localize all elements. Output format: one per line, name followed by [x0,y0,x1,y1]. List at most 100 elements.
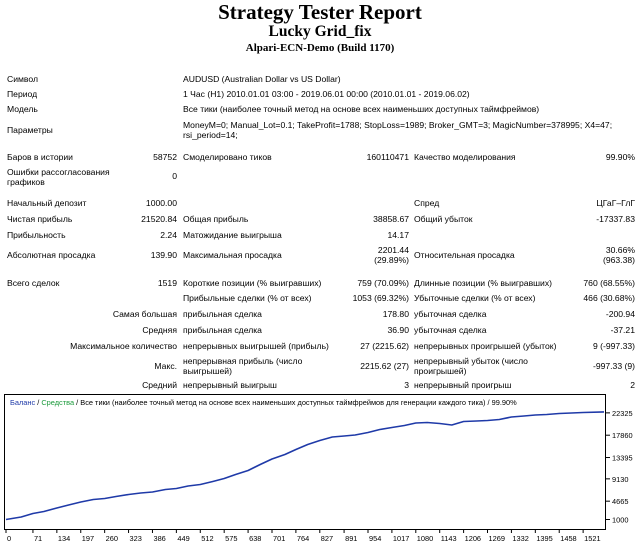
profit-factor-label: Прибыльность [7,230,66,240]
average-consecutive-label: Средний [142,380,177,390]
params-value: MoneyM=0; Manual_Lot=0.1; TakeProfit=178… [183,120,613,140]
max-consecutive-wins-label: непрерывных выигрышей (прибыль) [183,341,329,351]
largest-loss-value: -200.94 [605,309,635,319]
x-tick-label: 1332 [512,534,528,543]
net-profit-label: Чистая прибыль [7,214,73,224]
chart-legend: Баланс / Средства / Все тики (наиболее т… [10,398,517,407]
largest-profit-value: 178.80 [382,309,409,319]
deposit-value: 1000.00 [145,198,177,208]
legend-description: Все тики (наиболее точный метод на основ… [80,398,486,407]
max-drawdown-label: Максимальная просадка [183,250,282,260]
max-consecutive-loss-value: -997.33 (9) [592,361,635,371]
legend-equity: Средства [41,398,75,407]
x-tick-label: 1206 [465,534,481,543]
max-consecutive-losses-label: непрерывных проигрышей (убыток) [414,341,557,351]
average-consecutive-wins-label: непрерывный выигрыш [183,380,277,390]
average-consecutive-wins-value: 3 [404,380,409,390]
bars-label: Баров в истории [7,152,73,162]
long-positions-label: Длинные позиции (% выигравших) [414,278,553,288]
max-count-label: Максимальное количество [70,341,177,351]
largest-profit-label: прибыльная сделка [183,309,262,319]
x-tick-label: 386 [153,534,165,543]
expected-payoff-label: Матожидание выигрыша [183,230,282,240]
x-tick-label: 1395 [536,534,552,543]
loss-trades-value: 466 (30.68%) [583,293,635,303]
x-tick-label: 638 [249,534,261,543]
x-tick-label: 1458 [560,534,576,543]
max-consecutive-profit-label: непрерывная прибыль (число выигрышей) [183,356,303,376]
balance-chart: 1000 4665 9130 13395 17860 22325 0 71 134 197 260… [4,394,633,543]
x-tick-label: 449 [177,534,189,543]
max-consecutive-wins-value: 27 (2215.62) [360,341,409,351]
x-tick-label: 197 [82,534,94,543]
x-tick-label: 134 [58,534,70,543]
balance-series-line [5,411,605,521]
y-tick-label: 1000 [612,516,628,525]
spread-label: Спред [414,198,440,208]
quality-value: 99.90% [605,152,635,162]
errors-value: 0 [172,171,177,181]
x-tick-label: 827 [321,534,333,543]
average-label: Средняя [142,325,177,335]
profit-trades-value: 1053 (69.32%) [352,293,409,303]
symbol-value: AUDUSD (Australian Dollar vs US Dollar) [183,74,341,84]
y-tick-label: 4665 [612,497,628,506]
profit-trades-label: Прибыльные сделки (% от всех) [183,293,312,303]
y-tick-label: 9130 [612,475,628,484]
ticks-value: 160110471 [366,152,409,162]
gross-profit-value: 38858.67 [373,214,409,224]
bars-value: 58752 [153,152,177,162]
max-consecutive-losses-value: 9 (-997.33) [592,341,635,351]
average-loss-value: -37.21 [610,325,635,335]
model-value: Все тики (наиболее точный метод на основ… [183,104,540,114]
symbol-label: Символ [7,74,38,84]
abs-drawdown-value: 139.90 [150,250,177,260]
profit-factor-value: 2.24 [160,230,177,240]
long-positions-value: 760 (68.55%) [583,278,635,288]
average-loss-label: убыточная сделка [414,325,487,335]
deposit-label: Начальный депозит [7,198,87,208]
largest-label: Самая большая [112,309,177,319]
y-tick-label: 13395 [612,454,633,463]
x-tick-label: 71 [34,534,42,543]
x-tick-label: 1017 [393,534,409,543]
x-tick-label: 575 [225,534,237,543]
rel-drawdown-value: 30.66% [605,245,635,255]
y-tick-label: 17860 [612,431,633,440]
largest-loss-label: убыточная сделка [414,309,487,319]
x-tick-label: 954 [369,534,381,543]
plot-frame [4,394,606,530]
params-label: Параметры [7,125,53,135]
average-consecutive-losses-label: непрерывный проигрыш [414,380,512,390]
x-tick-label: 1080 [417,534,433,543]
total-trades-label: Всего сделок [7,278,60,288]
x-tick-label: 323 [130,534,142,543]
rel-drawdown-label: Относительная просадка [414,250,515,260]
max-consecutive-profit-value: 2215.62 (27) [360,361,409,371]
expert-name: Lucky Grid_fix [268,23,372,40]
loss-trades-label: Убыточные сделки (% от всех) [414,293,536,303]
x-tick-label: 260 [106,534,118,543]
model-label: Модель [7,104,38,114]
max-consecutive-loss-label: непрерывный убыток (число проигрышей) [414,356,528,376]
spread-value: ЦГаГ–ГлГ [596,198,635,208]
abs-drawdown-label: Абсолютная просадка [7,250,96,260]
average-profit-value: 36.90 [387,325,409,335]
y-tick-label: 22325 [612,409,633,418]
report-title: Strategy Tester Report [218,0,422,24]
x-tick-label: 891 [345,534,357,543]
x-tick-label: 0 [7,534,11,543]
total-trades-value: 1519 [157,278,177,288]
average-consecutive-losses-value: 2 [630,380,635,390]
gross-loss-label: Общий убыток [414,214,473,224]
legend-balance: Баланс [10,398,36,407]
max-drawdown-percent: (29.89%) [374,255,409,265]
quality-label: Качество моделирования [414,152,516,162]
net-profit-value: 21520.84 [141,214,177,224]
short-positions-value: 759 (70.09%) [357,278,409,288]
x-tick-label: 512 [201,534,213,543]
average-profit-label: прибыльная сделка [183,325,262,335]
x-tick-label: 764 [297,534,309,543]
short-positions-label: Короткие позиции (% выигравших) [183,278,322,288]
legend-quality: 99.90% [491,398,517,407]
